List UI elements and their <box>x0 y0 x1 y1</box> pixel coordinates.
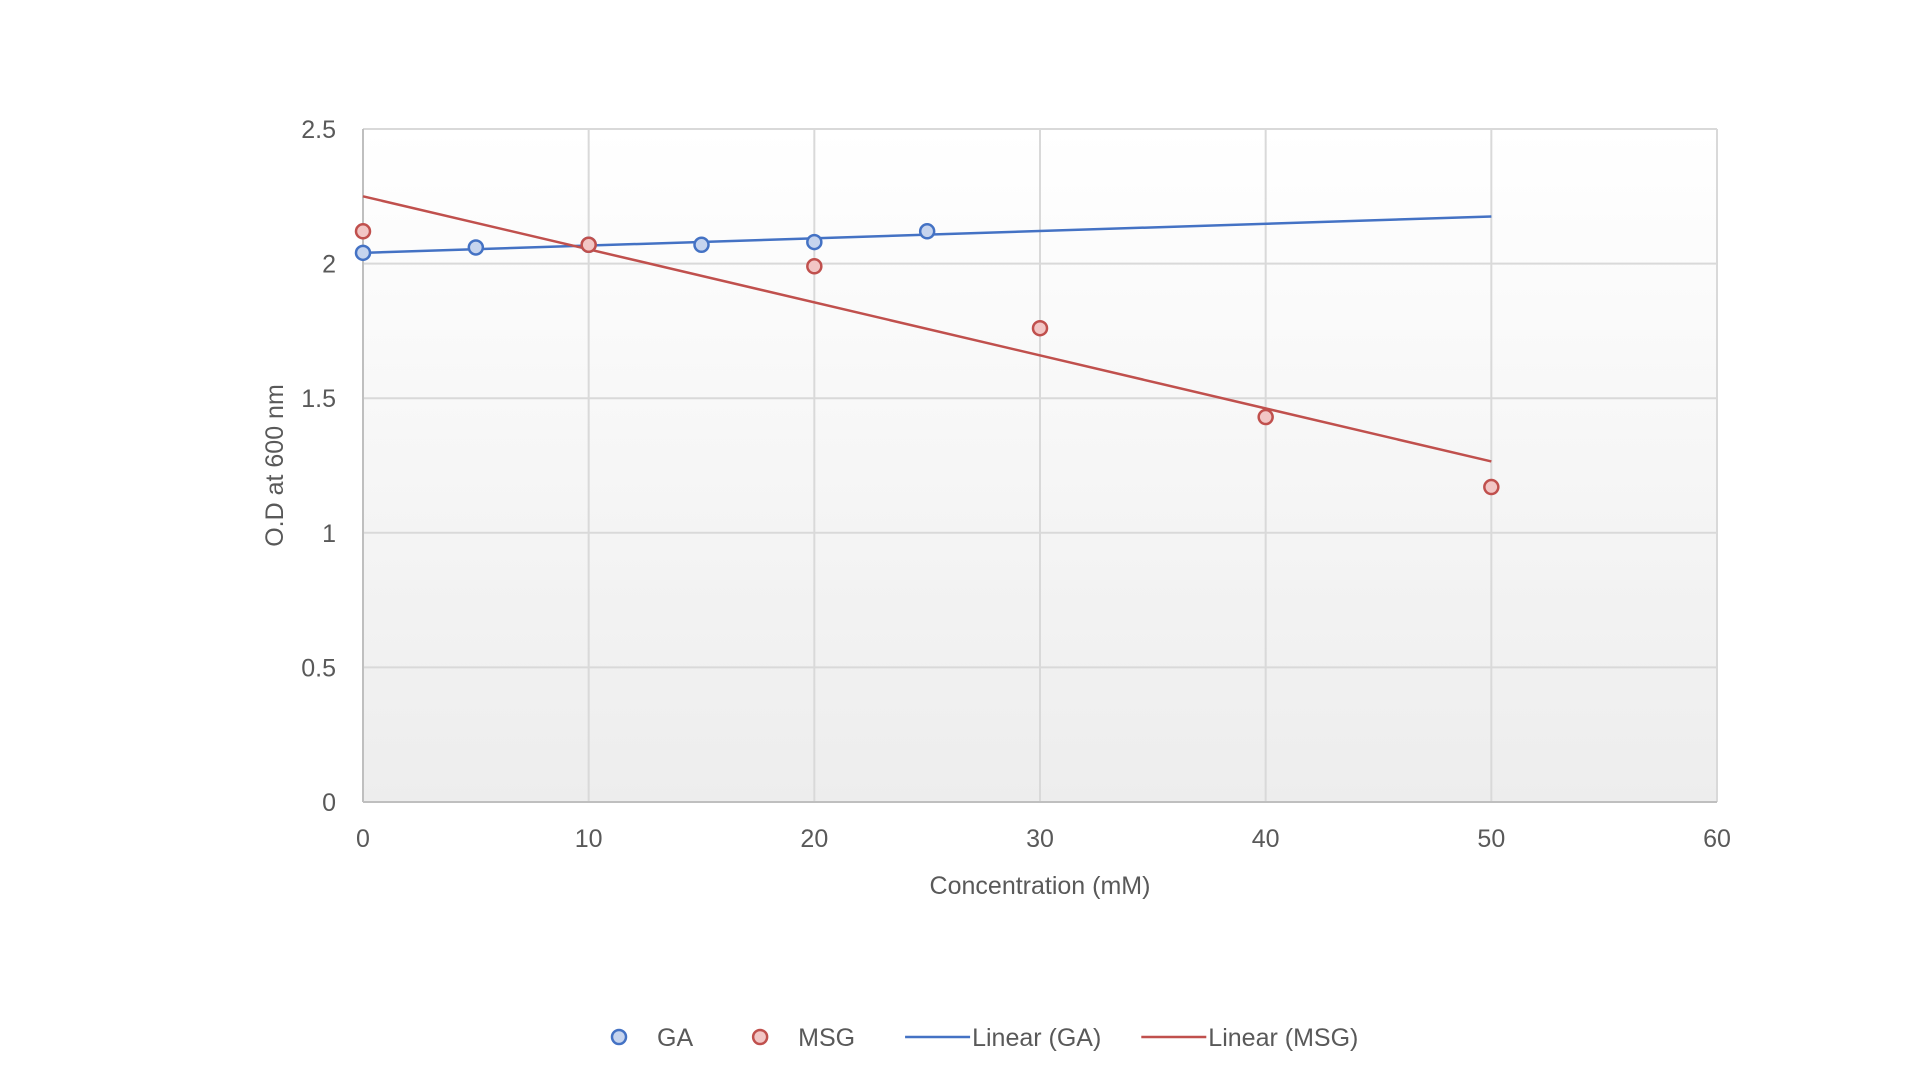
legend-item: Linear (MSG) <box>1141 1024 1358 1052</box>
x-tick-label: 60 <box>1703 825 1731 853</box>
x-tick-label: 40 <box>1252 825 1280 853</box>
y-tick-label: 0 <box>322 789 336 817</box>
data-point <box>806 258 823 275</box>
data-point <box>467 239 485 256</box>
tick-labels: 0 10 20 30 40 50 60 0 0.5 1 1.5 2 2.5 <box>301 116 1731 853</box>
data-point <box>1257 408 1274 426</box>
x-tick-label: 10 <box>575 825 603 853</box>
legend-label: Linear (MSG) <box>1208 1024 1358 1052</box>
data-point <box>580 236 597 254</box>
data-point <box>1483 478 1500 496</box>
legend-marker <box>751 1028 769 1046</box>
y-tick-label: 2 <box>322 251 336 279</box>
legend-item: GA <box>610 1024 693 1052</box>
y-tick-label: 1 <box>322 520 336 548</box>
data-points <box>354 223 1500 496</box>
x-tick-label: 30 <box>1026 825 1054 853</box>
data-point <box>918 223 936 240</box>
y-tick-label: 0.5 <box>301 654 336 682</box>
x-tick-label: 20 <box>800 825 828 853</box>
data-point <box>693 236 710 254</box>
y-axis-label: O.D at 600 nm <box>261 384 289 547</box>
axes <box>362 129 1717 803</box>
y-tick-label: 2.5 <box>301 116 336 144</box>
legend-label: GA <box>657 1024 693 1052</box>
data-point <box>354 223 372 240</box>
trendline <box>362 195 1492 463</box>
data-point <box>1031 319 1049 337</box>
x-tick-label: 0 <box>356 825 370 853</box>
legend-item: Linear (GA) <box>905 1024 1101 1052</box>
y-tick-label: 1.5 <box>301 385 336 413</box>
legend-label: Linear (GA) <box>972 1024 1101 1052</box>
data-point <box>354 244 372 262</box>
legend: GA MSG Linear (GA) Linear (MSG) <box>610 1024 1358 1052</box>
legend-label: MSG <box>798 1024 855 1052</box>
x-tick-label: 50 <box>1477 825 1505 853</box>
legend-item: MSG <box>751 1024 855 1052</box>
data-point <box>806 233 823 251</box>
legend-marker <box>610 1028 628 1046</box>
x-axis-label: Concentration (mM) <box>930 872 1151 900</box>
